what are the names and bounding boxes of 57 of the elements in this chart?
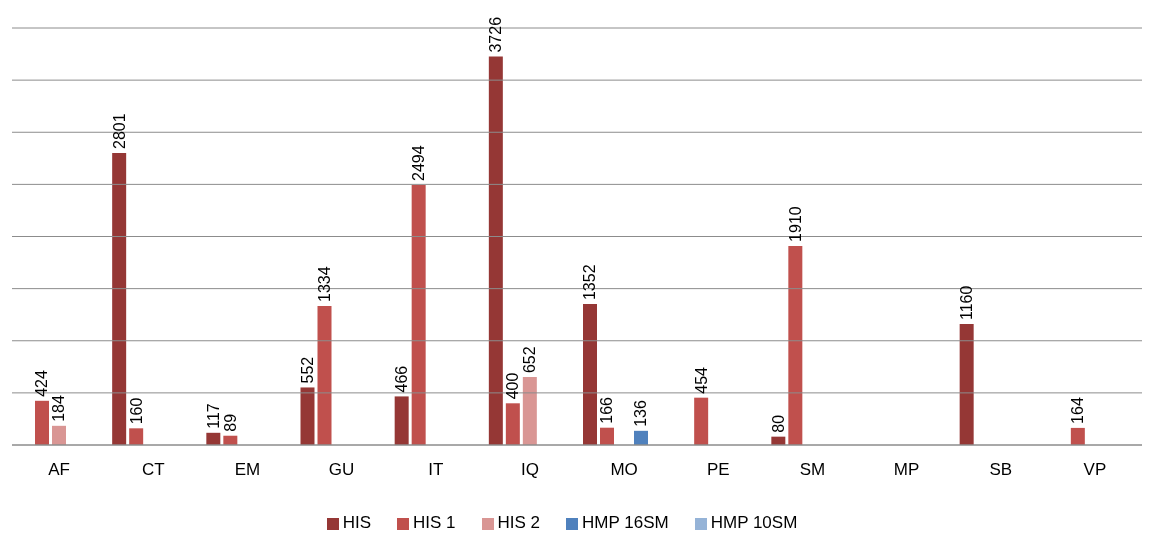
- bar: [317, 305, 332, 445]
- data-label: 1352: [581, 264, 599, 301]
- bar: [300, 387, 315, 445]
- data-label: 552: [299, 356, 316, 384]
- bar: [129, 428, 144, 445]
- bar: [600, 427, 614, 445]
- data-label: 3726: [487, 16, 505, 53]
- bar: [35, 400, 49, 445]
- data-label: 454: [692, 366, 710, 394]
- legend-label: HMP 10SM: [710, 513, 798, 532]
- bar: [52, 425, 66, 445]
- data-label: 1910: [786, 206, 804, 242]
- bar: [505, 403, 520, 445]
- legend-label: HIS: [342, 513, 372, 532]
- x-tick-label: MO: [610, 460, 638, 480]
- bar: [583, 304, 597, 445]
- data-label: 164: [1069, 397, 1087, 424]
- data-label: 80: [769, 414, 787, 433]
- x-tick-label: AF: [48, 460, 70, 480]
- data-label: 89: [221, 413, 239, 432]
- x-tick-label: SB: [989, 460, 1013, 480]
- data-label: 424: [33, 370, 51, 397]
- bar: [694, 397, 709, 445]
- data-label: 652: [521, 346, 539, 374]
- data-label: 166: [598, 396, 616, 424]
- bar: [634, 430, 648, 445]
- legend-label: HIS 2: [497, 513, 541, 532]
- x-tick-label: GU: [328, 460, 355, 480]
- data-label: 400: [504, 372, 522, 400]
- data-label: 1160: [958, 285, 976, 321]
- legend-label: HMP 16SM: [582, 513, 669, 532]
- x-tick-label: IT: [428, 460, 444, 480]
- data-label: 2801: [110, 113, 128, 149]
- x-tick-label: CT: [141, 460, 165, 480]
- data-label: 466: [393, 365, 411, 393]
- x-tick-label: SM: [799, 460, 826, 480]
- bar: [394, 396, 409, 445]
- bar: [788, 245, 803, 445]
- bar: [522, 377, 537, 445]
- data-label: 184: [50, 395, 68, 422]
- bar: [411, 185, 426, 445]
- x-tick-label: IQ: [520, 460, 539, 480]
- bar: [488, 56, 503, 445]
- x-tick-label: VP: [1083, 460, 1107, 480]
- legend-label: HIS 1: [413, 513, 456, 532]
- data-label: 2494: [410, 145, 428, 181]
- bar: [112, 153, 127, 445]
- x-tick-label: EM: [234, 460, 261, 480]
- bar: [1070, 427, 1085, 445]
- bar: [206, 432, 221, 445]
- data-label: 160: [127, 397, 145, 425]
- x-tick-label: PE: [706, 460, 730, 480]
- bar: [959, 324, 974, 445]
- data-label: 117: [204, 403, 222, 429]
- x-tick-label: MP: [893, 460, 920, 480]
- data-label: 136: [632, 400, 650, 427]
- data-label: 1334: [316, 266, 333, 302]
